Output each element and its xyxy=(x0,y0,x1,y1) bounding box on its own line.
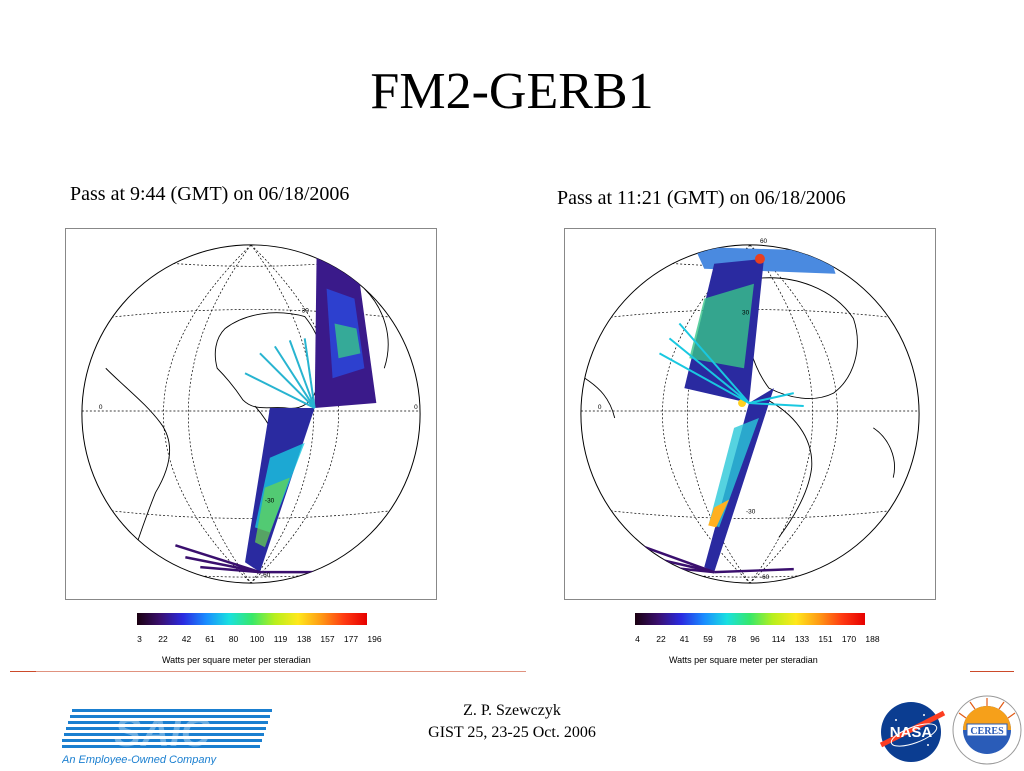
colorbar-tick: 22 xyxy=(158,634,168,644)
colorbar-tick: 119 xyxy=(273,634,288,644)
saic-logo: SAIC An Employee-Owned Company xyxy=(61,703,276,766)
left-label-lat30: 30 xyxy=(302,308,310,315)
colorbar-tick: 4 xyxy=(635,634,640,644)
footer-rule-right xyxy=(970,671,1014,672)
footer-rule-center xyxy=(36,671,526,672)
colorbar-tick: 96 xyxy=(750,634,760,644)
colorbar-tick: 138 xyxy=(296,634,312,644)
left-colorbar xyxy=(137,613,367,625)
colorbar-tick: 3 xyxy=(137,634,142,644)
nasa-logo-text: NASA xyxy=(890,724,933,741)
footer-rule-left xyxy=(10,671,36,672)
colorbar-tick: 177 xyxy=(343,634,359,644)
colorbar-tick: 41 xyxy=(679,634,690,644)
left-colorbar-label: Watts per square meter per steradian xyxy=(162,655,311,665)
saic-tagline: An Employee-Owned Company xyxy=(62,754,218,765)
nasa-logo: NASA xyxy=(876,695,946,765)
colorbar-tick: 42 xyxy=(181,634,192,644)
colorbar-tick: 100 xyxy=(249,634,265,644)
colorbar-tick: 157 xyxy=(320,634,335,644)
right-globe-plot: 60 30 0 -30 -60 xyxy=(564,228,936,600)
footer-conference: GIST 25, 23-25 Oct. 2006 xyxy=(428,724,596,741)
left-label-lon0: 0 xyxy=(99,404,103,411)
colorbar-tick: 188 xyxy=(865,634,880,644)
right-label-latm60: -60 xyxy=(760,574,770,581)
left-globe-plot: 30 0 -30 -60 0 xyxy=(65,228,437,600)
left-label-latm60: -60 xyxy=(261,572,271,579)
left-label-latm30: -30 xyxy=(265,498,275,505)
colorbar-tick: 196 xyxy=(367,634,382,644)
colorbar-tick: 170 xyxy=(841,634,857,644)
colorbar-tick: 114 xyxy=(771,634,786,644)
colorbar-tick: 151 xyxy=(818,634,833,644)
ceres-logo-text: CERES xyxy=(970,726,1004,737)
right-label-lat60: 60 xyxy=(760,238,768,245)
left-label-lon-right: 0 xyxy=(414,404,418,411)
colorbar-tick: 61 xyxy=(205,634,215,644)
left-pass-caption: Pass at 9:44 (GMT) on 06/18/2006 xyxy=(70,183,350,205)
slide-title: FM2-GERB1 xyxy=(370,63,654,120)
colorbar-tick: 22 xyxy=(656,634,666,644)
right-pass-caption: Pass at 11:21 (GMT) on 06/18/2006 xyxy=(557,187,846,209)
right-label-lat30: 30 xyxy=(742,310,750,317)
colorbar-tick: 59 xyxy=(703,634,713,644)
left-colorbar-ticks: 3 22 42 61 80 100 119 138 157 177 196 xyxy=(132,634,382,646)
footer-author: Z. P. Szewczyk xyxy=(463,702,561,719)
colorbar-tick: 80 xyxy=(228,634,239,644)
colorbar-tick: 133 xyxy=(794,634,810,644)
right-colorbar-label: Watts per square meter per steradian xyxy=(669,655,818,665)
right-colorbar-ticks: 4 22 41 59 78 96 114 133 151 170 188 xyxy=(630,634,880,646)
right-label-lon0: 0 xyxy=(598,404,602,411)
left-globe-image: 30 0 -30 -60 0 xyxy=(81,244,421,584)
right-colorbar xyxy=(635,613,865,625)
right-globe-image: 60 30 0 -30 -60 xyxy=(580,238,920,584)
right-label-latm30: -30 xyxy=(746,508,756,515)
ceres-logo: CERES xyxy=(951,694,1023,766)
saic-logo-text: SAIC xyxy=(114,711,211,755)
colorbar-tick: 78 xyxy=(726,634,737,644)
